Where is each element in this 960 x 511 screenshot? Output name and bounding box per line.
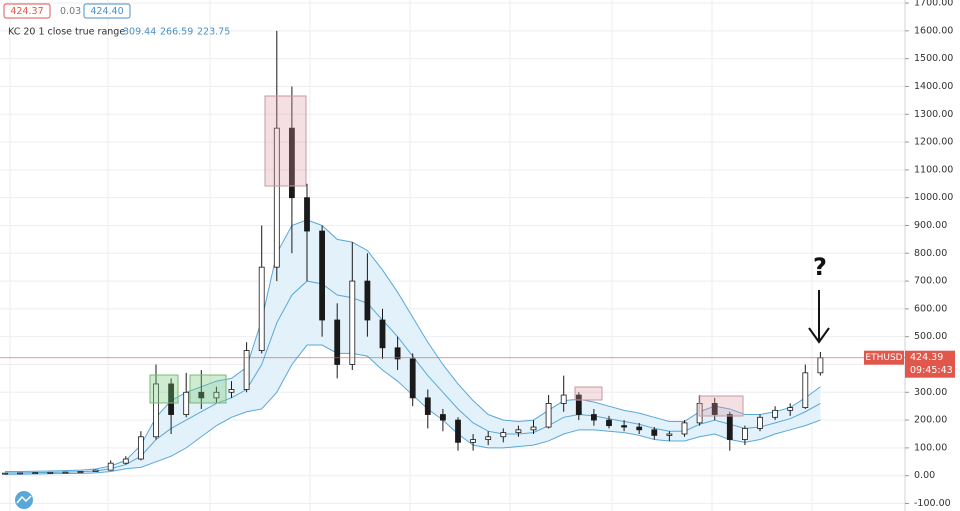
candle-body [288, 127, 295, 199]
candle-body [258, 266, 265, 351]
y-tick-label: 1100.00 [914, 164, 953, 175]
candle-body [742, 428, 748, 440]
candle-body [273, 127, 280, 268]
candle-body [455, 419, 461, 443]
indicator-name: KC 20 1 close true range [8, 27, 125, 38]
y-tick-label: 800.00 [914, 248, 947, 259]
candle-body [47, 471, 54, 474]
candle-body [439, 414, 446, 421]
candle-body [666, 433, 673, 436]
candle-body [334, 319, 341, 365]
candle-body [32, 472, 39, 475]
candle-body [575, 394, 582, 415]
candle-body [349, 280, 356, 365]
candle-body [228, 389, 235, 393]
y-tick-label: 1200.00 [914, 137, 953, 148]
y-tick-label: 1500.00 [914, 53, 953, 64]
price-tag [905, 350, 955, 378]
y-tick-label: -100.00 [914, 498, 951, 509]
y-tick-label: 700.00 [914, 276, 947, 287]
y-tick-label: 1700.00 [914, 0, 953, 9]
candle-body [137, 436, 144, 460]
candle-body [153, 383, 159, 438]
candle-body [636, 426, 643, 431]
candle-body [696, 403, 703, 424]
candle-body [122, 458, 129, 464]
y-tick-label: 300.00 [914, 387, 947, 398]
price-label: 424.39 [910, 352, 943, 363]
candle-body [379, 319, 386, 349]
candle-body [802, 372, 809, 408]
candle-body [62, 471, 69, 474]
candle-body [470, 439, 477, 443]
candle-body [107, 462, 114, 471]
logo [15, 491, 33, 509]
y-tick-label: 600.00 [914, 303, 947, 314]
candle-body [2, 472, 8, 475]
arrow [808, 290, 830, 344]
candle-body [77, 471, 84, 473]
candle-body [711, 403, 718, 415]
y-tick-label: 0.00 [914, 470, 935, 481]
y-tick-label: 200.00 [914, 415, 947, 426]
y-tick-label: 900.00 [914, 220, 947, 231]
candle-body [772, 409, 778, 418]
time-label: 09:45:43 [910, 365, 953, 376]
header: 424.37 0.03 424.40 KC 20 1 close true ra… [3, 3, 230, 38]
candle-body [17, 472, 24, 475]
indicator-value: 223.75 [197, 27, 230, 38]
candle-body [530, 426, 537, 431]
highlight-boxes [149, 95, 744, 417]
candle-body [304, 197, 310, 232]
y-tick-label: 1300.00 [914, 109, 953, 120]
y-tick-label: 1400.00 [914, 81, 953, 92]
candle-body [213, 391, 220, 399]
candle-body [560, 394, 567, 404]
candle-body [515, 429, 522, 433]
candle-body [606, 419, 612, 427]
candle-body [757, 416, 763, 429]
close-value: 424.40 [90, 6, 123, 17]
change-value: 0.03 [60, 6, 81, 17]
open-value: 424.37 [10, 6, 43, 17]
candle-body [198, 391, 205, 399]
annotation: ? [813, 253, 827, 281]
y-tick-label: 500.00 [914, 331, 947, 342]
y-tick-label: 1600.00 [914, 25, 953, 36]
y-tick-label: 100.00 [914, 442, 947, 453]
indicator-value: 266.59 [160, 27, 193, 38]
symbol-tag [864, 350, 904, 365]
y-tick-label: 1000.00 [914, 192, 953, 203]
candle-body [168, 383, 175, 415]
symbol-label: ETHUSD [865, 353, 902, 363]
candle-body [681, 422, 688, 435]
candle-body [243, 350, 250, 390]
candle-body [651, 429, 658, 436]
candle-body [726, 414, 733, 440]
candle-body [92, 469, 99, 472]
vertical-grid [9, 0, 813, 511]
candle-body [394, 347, 401, 360]
candle-body [787, 407, 794, 411]
indicator-value: 309.44 [123, 27, 156, 38]
candle-body [545, 403, 552, 428]
candle-body [409, 358, 416, 399]
candle-body [621, 425, 627, 428]
candle-body [591, 414, 597, 421]
candle-body [500, 432, 507, 438]
candle-body [424, 397, 431, 415]
band-fill [5, 219, 821, 475]
candle-body [817, 357, 824, 374]
candle-body [485, 436, 492, 440]
candle-body [183, 391, 190, 415]
candle-body [364, 280, 371, 321]
candle-body [319, 230, 326, 321]
